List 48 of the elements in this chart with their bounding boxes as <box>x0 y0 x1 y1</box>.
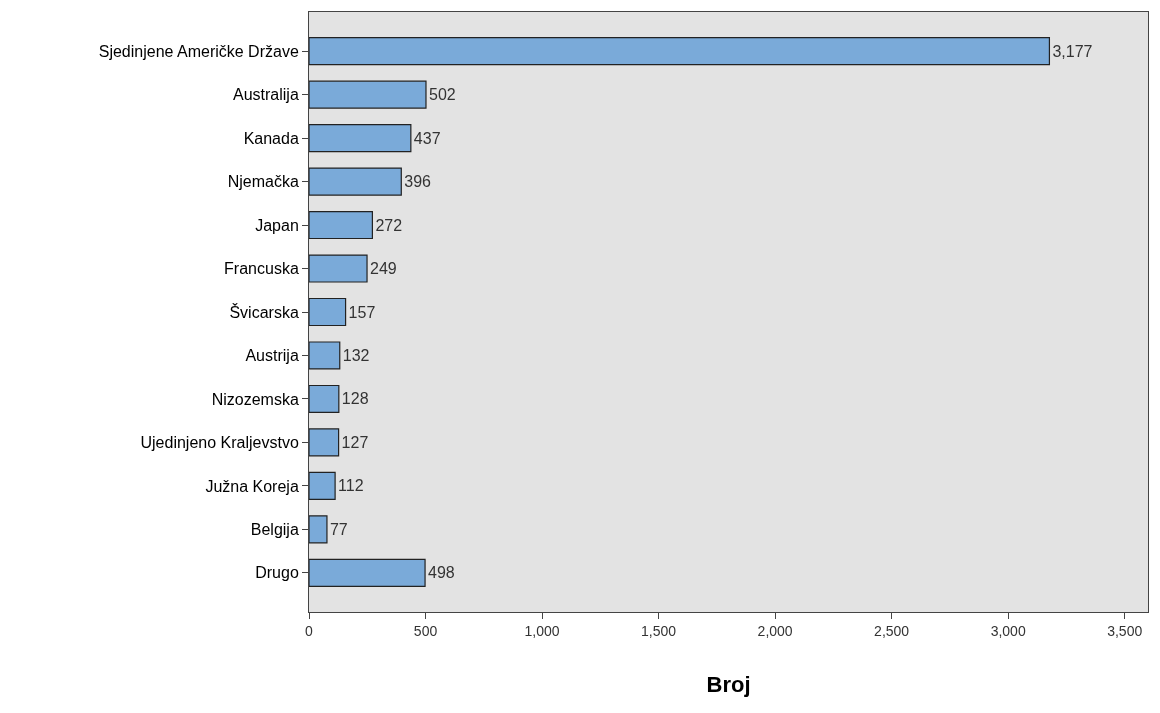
bar <box>309 124 412 153</box>
bar <box>309 297 347 327</box>
bar <box>309 167 402 196</box>
bar <box>309 558 426 587</box>
bar <box>309 210 373 240</box>
x-tick-label: 2,000 <box>757 622 793 639</box>
y-tick-label: Australija <box>232 86 299 104</box>
data-label: 498 <box>428 564 455 582</box>
y-tick-label: Drugo <box>255 564 299 582</box>
bar <box>309 515 328 544</box>
data-label: 3,177 <box>1052 42 1093 60</box>
x-tick-label: 2,500 <box>874 622 910 639</box>
x-tick-label: 1,000 <box>524 622 560 639</box>
bar <box>309 254 368 283</box>
y-tick-label: Japan <box>255 216 299 234</box>
x-tick-label: 3,000 <box>990 622 1026 639</box>
bar <box>309 428 340 457</box>
data-label: 249 <box>370 260 397 278</box>
y-tick-label: Belgija <box>250 520 299 538</box>
x-axis-title: Broj <box>706 671 751 697</box>
bar <box>309 37 1051 66</box>
bar <box>309 341 341 370</box>
data-label: 77 <box>329 520 348 538</box>
y-tick-label: Njemačka <box>227 173 299 191</box>
y-tick-label: Kanada <box>243 129 299 147</box>
y-tick-label: Nizozemska <box>211 390 299 408</box>
data-label: 396 <box>404 173 432 191</box>
data-label: 157 <box>348 303 376 321</box>
y-tick-label: Ujedinjeno Kraljevstvo <box>140 434 299 452</box>
y-tick-label: Sjedinjene Američke Države <box>98 42 299 60</box>
bar <box>309 471 336 500</box>
y-tick-label: Švicarska <box>229 302 299 321</box>
data-label: 112 <box>338 477 364 495</box>
y-tick-label: Južna Koreja <box>205 477 299 495</box>
data-label: 128 <box>341 390 369 408</box>
x-tick-label: 3,500 <box>1107 622 1143 639</box>
data-label: 272 <box>375 216 403 234</box>
x-tick-label: 1,500 <box>641 622 677 639</box>
bar <box>309 80 427 109</box>
data-label: 437 <box>413 129 441 147</box>
x-tick-label: 500 <box>413 622 438 639</box>
y-tick-label: Austrija <box>245 347 299 365</box>
bar <box>309 384 340 414</box>
data-label: 502 <box>428 86 456 104</box>
y-tick-label: Francuska <box>224 260 299 278</box>
data-label: 127 <box>341 433 369 451</box>
data-label: 132 <box>342 346 370 364</box>
x-tick-label: 0 <box>305 622 314 639</box>
